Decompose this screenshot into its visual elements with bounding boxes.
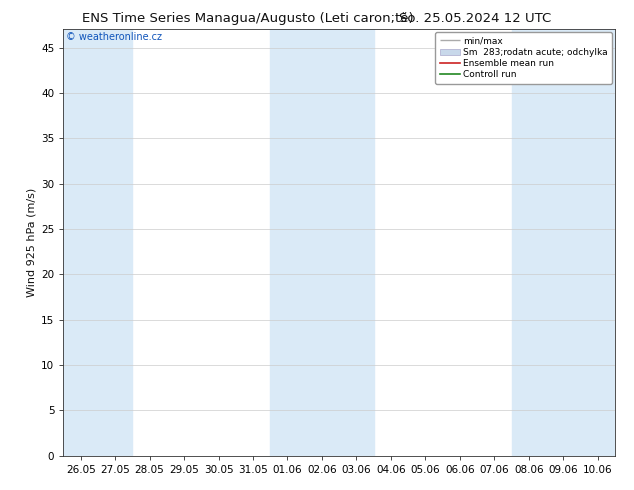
Y-axis label: Wind 925 hPa (m/s): Wind 925 hPa (m/s)	[27, 188, 37, 297]
Text: So. 25.05.2024 12 UTC: So. 25.05.2024 12 UTC	[399, 12, 552, 25]
Bar	[63, 29, 133, 456]
Text: © weatheronline.cz: © weatheronline.cz	[66, 31, 162, 42]
Bar	[512, 29, 615, 456]
Text: ENS Time Series Managua/Augusto (Leti caron;tě): ENS Time Series Managua/Augusto (Leti ca…	[82, 12, 414, 25]
Bar	[270, 29, 373, 456]
Legend: min/max, Sm  283;rodatn acute; odchylka, Ensemble mean run, Controll run: min/max, Sm 283;rodatn acute; odchylka, …	[435, 32, 612, 84]
